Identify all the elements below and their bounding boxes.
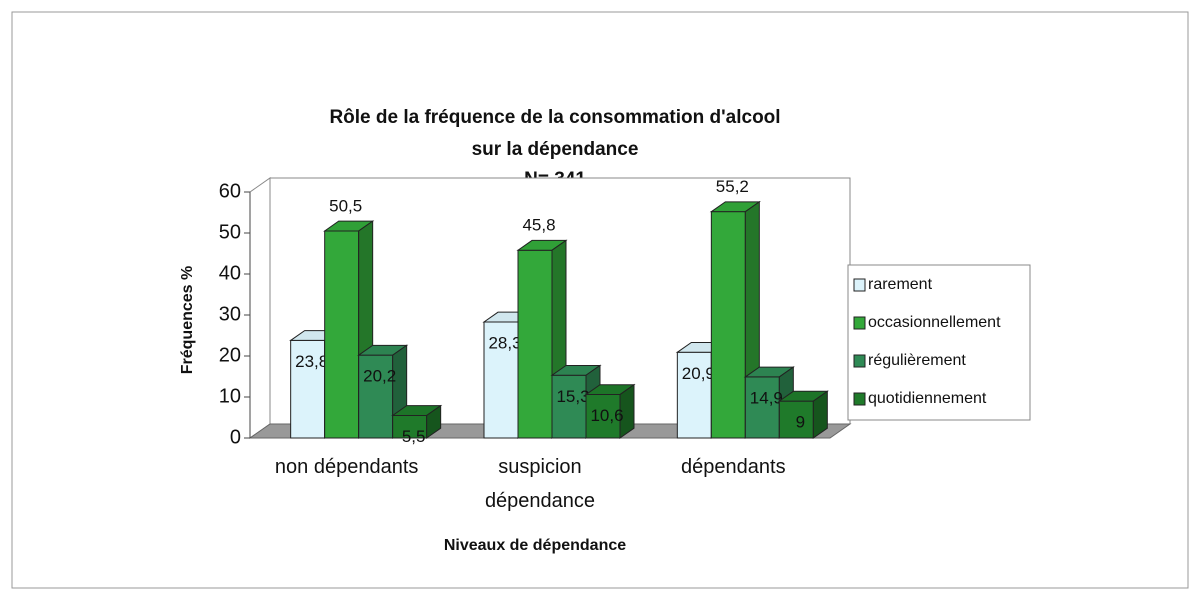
- bar-front: [517, 249, 553, 439]
- bar-front: [710, 211, 746, 439]
- bar-front: [744, 376, 780, 439]
- legend-label: rarement: [868, 276, 933, 293]
- legend-swatch: [853, 354, 866, 368]
- data-label: 55,2: [716, 177, 749, 196]
- data-label: 10,6: [590, 406, 623, 425]
- data-label: 9: [796, 413, 805, 432]
- x-axis-title: Niveaux de dépendance: [444, 537, 626, 554]
- data-label: 28,3: [488, 333, 521, 352]
- bar: [391, 404, 443, 439]
- legend-swatch: [853, 316, 866, 330]
- data-label: 5,5: [402, 427, 426, 446]
- y-tick-label: 60: [219, 180, 241, 202]
- y-tick-label: 40: [219, 262, 241, 284]
- legend-box: [847, 264, 1031, 421]
- bar-side: [619, 383, 635, 439]
- bar-side: [426, 404, 442, 439]
- x-tick-label: non dépendants: [275, 456, 418, 478]
- legend-label: quotidiennement: [868, 390, 987, 407]
- data-label: 15,3: [556, 387, 589, 406]
- y-tick-label: 30: [219, 303, 241, 325]
- legend-label: occasionnellement: [868, 314, 1001, 331]
- data-label: 45,8: [522, 216, 555, 235]
- chart-title: sur la dépendance: [472, 139, 639, 160]
- legend-label: régulièrement: [868, 352, 966, 369]
- bar: [777, 390, 829, 439]
- x-tick-label: suspicion dépendance: [485, 456, 595, 512]
- back-wall: [249, 177, 271, 439]
- y-tick-label: 50: [219, 221, 241, 243]
- bar: [323, 220, 375, 439]
- bar-front: [324, 230, 360, 439]
- legend-swatch: [853, 392, 866, 406]
- legend-swatch: [853, 278, 866, 292]
- data-label: 20,2: [363, 367, 396, 386]
- bar-side: [812, 390, 828, 439]
- y-tick-label: 10: [219, 385, 241, 407]
- bar-front: [551, 374, 587, 439]
- bar: [584, 383, 636, 439]
- y-tick-label: 0: [230, 426, 241, 448]
- data-label: 50,5: [329, 196, 362, 215]
- chart-title: Rôle de la fréquence de la consommation …: [329, 107, 780, 128]
- y-tick-label: 20: [219, 344, 241, 366]
- data-label: 20,9: [682, 364, 715, 383]
- data-label: 23,8: [295, 352, 328, 371]
- y-axis-title: Fréquences %: [179, 266, 196, 374]
- x-tick-label: dépendants: [681, 456, 786, 478]
- data-label: 14,9: [750, 388, 783, 407]
